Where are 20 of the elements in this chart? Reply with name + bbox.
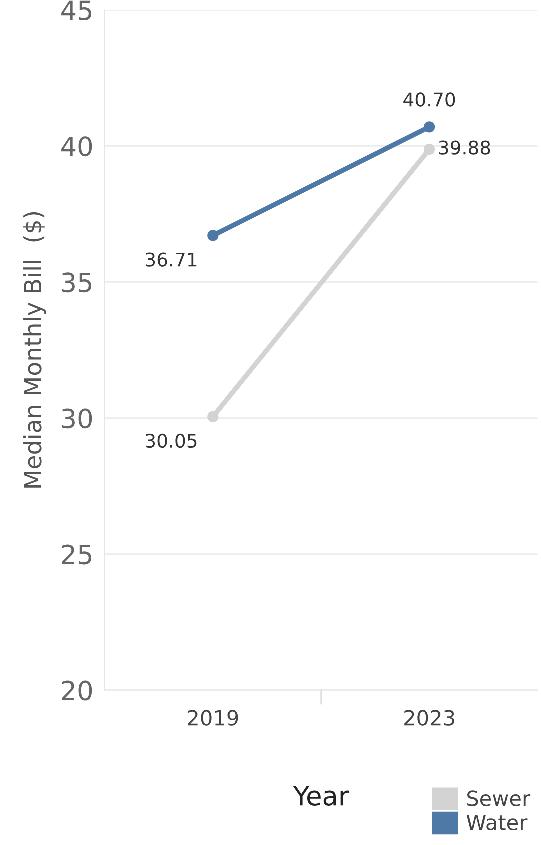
point: [424, 122, 436, 133]
point: [208, 230, 219, 242]
x-tick-label: 2019: [188, 710, 238, 726]
y-tick-label: 35: [62, 272, 92, 293]
point: [208, 411, 219, 422]
legend-label: Sewer: [467, 790, 531, 806]
y-tick-label: 20: [62, 680, 92, 701]
y-tick-label: 45: [62, 0, 92, 21]
data-label: 36.71: [146, 252, 197, 267]
y-tick-label: 40: [62, 136, 92, 157]
data-label: 39.88: [439, 140, 490, 155]
x-axis-title: Year: [293, 786, 350, 806]
y-tick-label: 25: [62, 544, 92, 565]
data-label: 40.70: [404, 92, 456, 107]
y-tick-label: 30: [62, 408, 92, 429]
y-axis-title: Median Monthly Bill ($): [24, 212, 46, 488]
x-tick-label: 2023: [404, 710, 454, 726]
point: [424, 144, 436, 156]
data-label: 30.05: [146, 434, 197, 448]
legend-label: Water: [466, 815, 528, 831]
